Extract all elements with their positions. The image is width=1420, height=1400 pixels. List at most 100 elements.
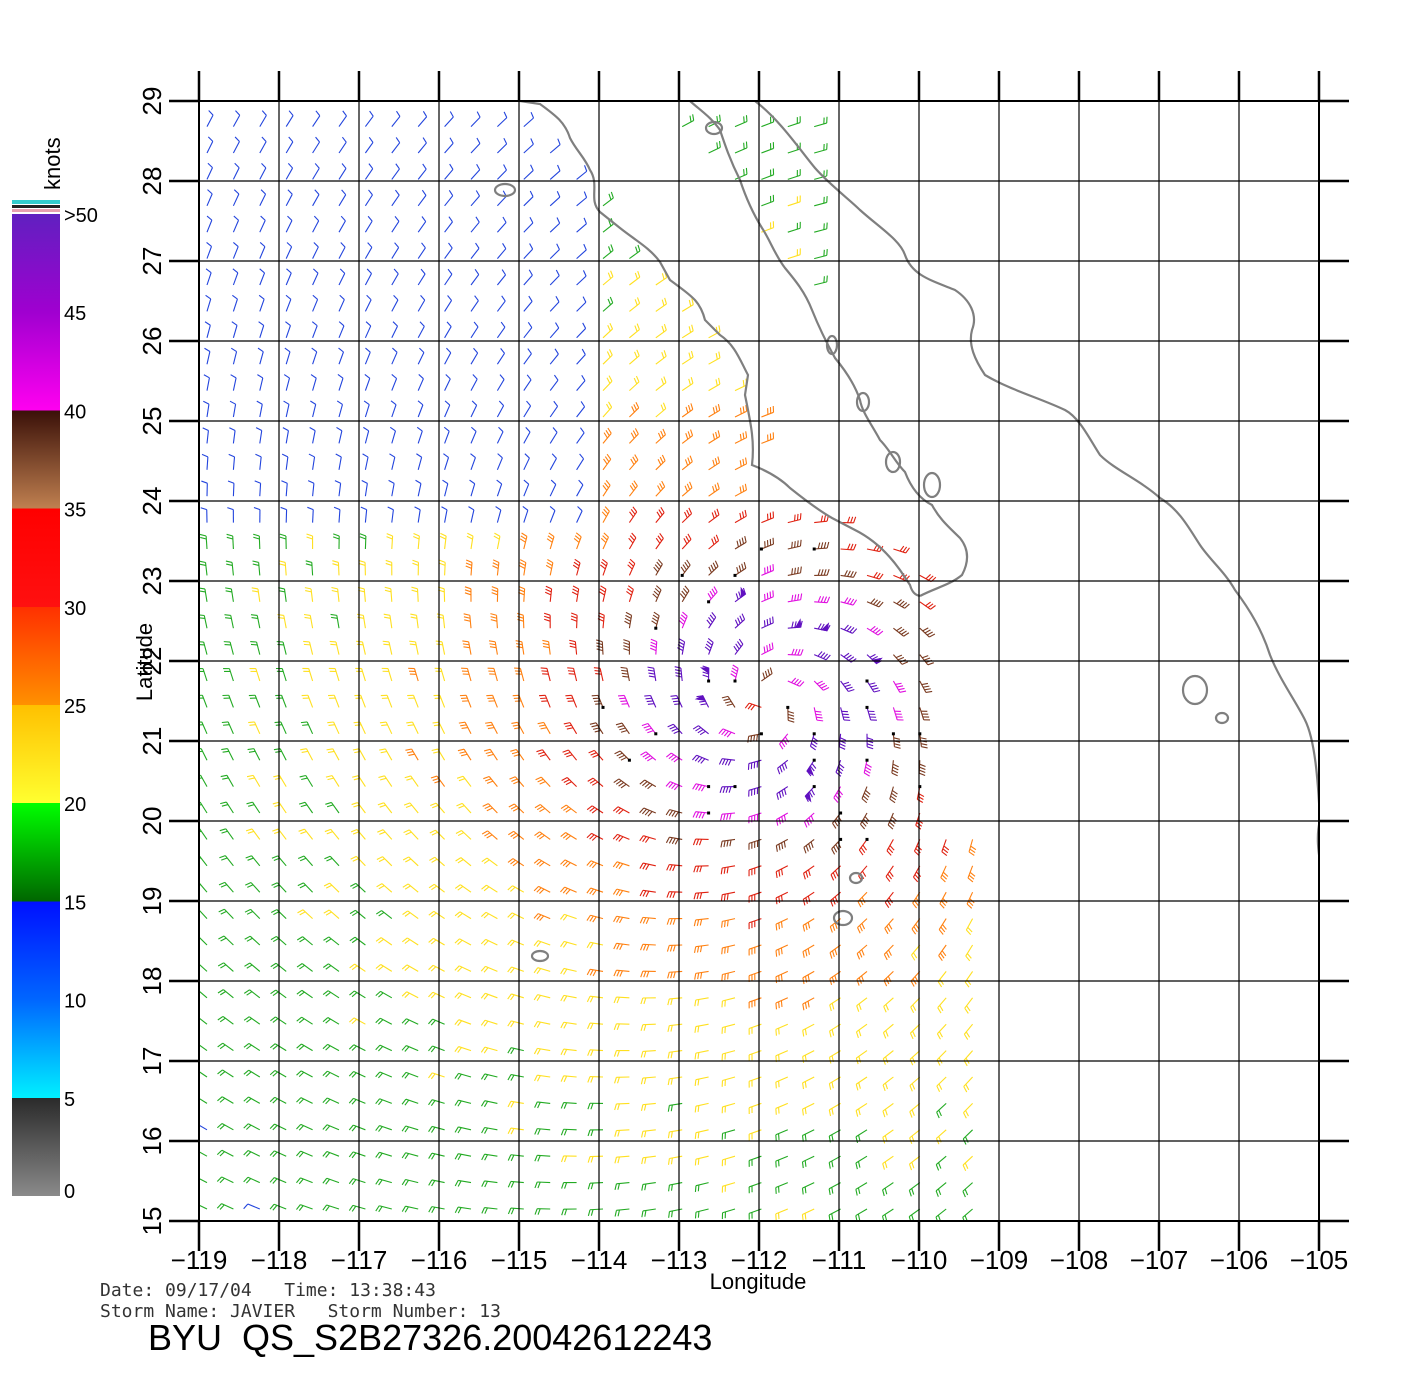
wind-barb (534, 1154, 551, 1162)
wind-barb (560, 940, 577, 948)
colorbar-label: 10 (64, 991, 86, 1013)
wind-barb (761, 194, 775, 207)
wind-barb (560, 1021, 577, 1029)
islas-marias (1181, 674, 1209, 706)
wind-barb (403, 829, 419, 840)
wind-barb (641, 1182, 656, 1191)
wind-barb (629, 323, 640, 339)
wind-barb (840, 680, 855, 692)
wind-barb (507, 966, 524, 974)
wind-barb (444, 216, 453, 233)
wind-barb (258, 294, 265, 312)
isla-del-carmen-north (825, 334, 839, 356)
wind-barb (614, 1076, 630, 1084)
wind-barb (312, 163, 320, 180)
wind-barb (259, 215, 266, 233)
wind-barb (734, 404, 748, 418)
wind-barb (939, 891, 948, 909)
wind-barb (484, 748, 498, 761)
wind-barb (496, 426, 504, 444)
wind-barb (250, 614, 261, 629)
wind-barb (206, 215, 213, 233)
wind-barb (893, 626, 910, 637)
y-tick-label: 18 (137, 967, 167, 996)
wind-barb (417, 189, 427, 207)
wind-barb (411, 586, 419, 602)
colorbar-title: knots (40, 137, 65, 190)
wind-barb (761, 405, 775, 418)
wind-barb (401, 1205, 419, 1213)
wind-barb (199, 1177, 208, 1184)
wind-barb (889, 786, 898, 804)
wind-barb (359, 533, 367, 550)
wind-barb (561, 777, 577, 787)
wind-barb (644, 694, 657, 708)
wind-barb (941, 839, 950, 856)
wind-barb (571, 585, 580, 602)
wind-barb (322, 1151, 340, 1158)
wind-barb (218, 935, 234, 946)
wind-barb (639, 889, 656, 898)
wind-barb (613, 969, 630, 977)
wind-barb (380, 694, 393, 708)
wind-barb (199, 1151, 208, 1157)
wind-barb (217, 1122, 234, 1131)
wind-barb (296, 1150, 313, 1158)
wind-barb (428, 1152, 445, 1160)
wind-barb (442, 479, 449, 497)
wind-barb (692, 811, 711, 819)
wind-barb (576, 401, 586, 418)
wind-barb (865, 679, 881, 693)
wind-barb (882, 1023, 894, 1039)
x-tick-labels: −119 −118 −117 −116 −115 −114 −113 −112 −111 −110… (171, 1245, 1349, 1275)
wind-barb (216, 1203, 234, 1210)
wind-barb (253, 533, 261, 550)
wind-barb (560, 886, 577, 895)
wind-barb (497, 111, 508, 127)
y-tick-label: 26 (137, 327, 167, 356)
wind-barb (361, 479, 368, 497)
wind-barb (454, 1153, 472, 1161)
isla-guadalupe (530, 949, 550, 963)
wind-barb (543, 612, 551, 629)
wind-barb (247, 748, 261, 761)
wind-barb (628, 480, 638, 497)
wind-barb (761, 168, 775, 180)
y-tick-label: 24 (137, 487, 167, 516)
wind-barb (270, 1016, 287, 1025)
y-tick-label: 15 (137, 1207, 167, 1236)
wind-barb (401, 1178, 419, 1186)
wind-barb (296, 1204, 313, 1211)
wind-barb (480, 911, 498, 920)
wind-barb (775, 1076, 789, 1089)
wind-barb (704, 638, 714, 655)
wind-barb (325, 801, 340, 814)
wind-barb (721, 1182, 736, 1193)
wind-barb (443, 426, 450, 444)
wind-barb (665, 809, 683, 818)
wind-barb (401, 1018, 419, 1025)
colorbar-labels: 0 5 10 15 20 25 30 35 40 45 >50 (64, 205, 98, 1203)
wind-barb (861, 786, 871, 804)
wind-barb (639, 807, 657, 817)
wind-barb (206, 110, 214, 127)
wind-barb (428, 1206, 445, 1213)
wind-barb (364, 374, 371, 391)
wind-barb (694, 1102, 709, 1113)
wind-barb (219, 855, 234, 867)
wind-barb (322, 1070, 340, 1078)
wind-barb (721, 1102, 736, 1114)
wind-barb (363, 426, 370, 444)
wind-barb (667, 1076, 683, 1086)
wind-barb (204, 347, 211, 365)
date-time-line: Date: 09/17/04 Time: 13:38:43 (100, 1280, 436, 1301)
wind-barb (802, 1050, 815, 1063)
wind-barb (517, 612, 525, 629)
wind-barb (602, 480, 611, 497)
wind-barb (485, 721, 498, 735)
wind-barb (465, 559, 473, 576)
wind-barb (364, 268, 372, 286)
x-tick-label: −114 (571, 1245, 628, 1275)
wind-barb (349, 990, 366, 999)
